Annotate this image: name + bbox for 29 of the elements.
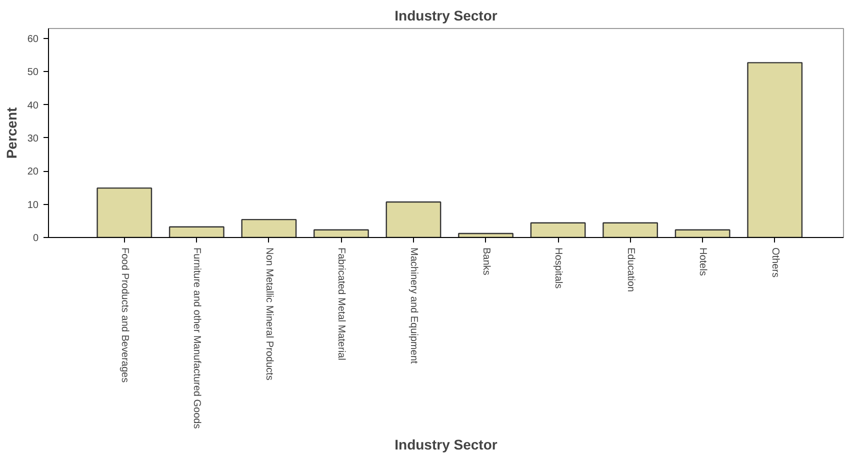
bar: [96, 187, 152, 238]
bar: [602, 222, 658, 238]
x-tick-label: Furniture and other Manufactured Goods: [191, 248, 202, 429]
bar: [747, 62, 803, 238]
y-tick-label: 10: [27, 200, 39, 211]
y-tick-label: 40: [27, 100, 39, 112]
bar: [314, 229, 369, 238]
bar: [168, 226, 224, 238]
bar: [674, 229, 730, 238]
bar: [386, 201, 442, 238]
x-tick-label: Banks: [480, 248, 492, 276]
y-tick-label: 20: [27, 166, 39, 178]
x-tick-label: Machinery and Equipment: [408, 248, 419, 364]
bar: [241, 218, 297, 238]
y-tick-label: 0: [32, 233, 39, 244]
y-tick-label: 60: [27, 34, 39, 45]
bar: [530, 222, 586, 238]
y-axis-title: Percent: [3, 106, 20, 159]
chart-title: Industry Sector: [394, 8, 498, 24]
y-tick-label: 30: [27, 133, 39, 144]
x-tick-label: Fabricated Metal Material: [336, 248, 347, 360]
x-axis-title: Industry Sector: [394, 436, 498, 453]
x-tick-label: Hotels: [697, 248, 708, 276]
x-tick-label: Education: [624, 248, 636, 292]
x-tick-label: Food Products and Beverages: [118, 248, 130, 383]
y-tick-label: 50: [27, 67, 39, 78]
x-tick-label: Others: [769, 248, 780, 278]
x-tick-label: Hospitals: [552, 248, 564, 289]
x-tick-label: Non Metallic Mineral Products: [263, 248, 274, 380]
